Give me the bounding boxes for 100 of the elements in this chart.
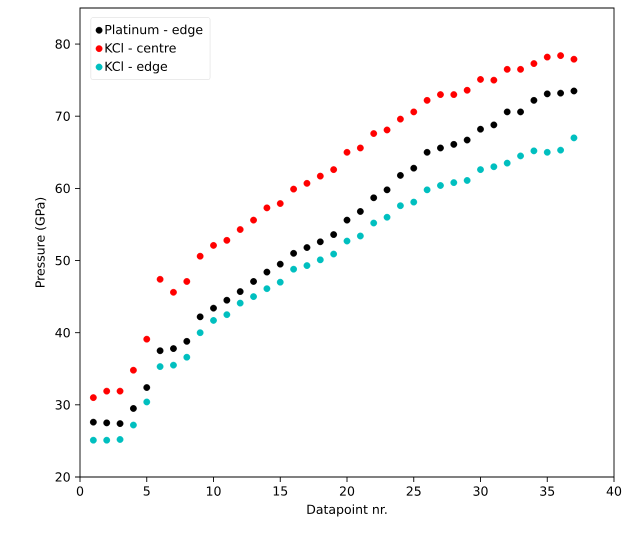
point	[344, 148, 350, 156]
point	[196, 252, 204, 260]
x-tick-label: 20	[340, 486, 354, 496]
point	[264, 268, 270, 276]
y-tick-label: 40	[55, 328, 70, 338]
point	[156, 347, 164, 354]
point	[170, 362, 177, 369]
point	[143, 336, 150, 343]
point	[210, 304, 217, 312]
point	[464, 86, 471, 94]
point	[90, 418, 97, 426]
point	[450, 179, 458, 186]
point	[570, 56, 578, 63]
point	[477, 166, 484, 174]
point	[450, 91, 458, 98]
point	[183, 338, 190, 345]
point	[316, 172, 324, 180]
point	[384, 214, 390, 221]
point	[464, 177, 471, 184]
point	[464, 136, 471, 144]
y-tick-label: 20	[56, 472, 70, 482]
point	[250, 216, 257, 224]
point	[517, 66, 524, 73]
point	[276, 260, 284, 268]
point	[183, 278, 190, 285]
point	[196, 313, 204, 320]
x-tick-label: 25	[406, 486, 421, 496]
point	[490, 76, 498, 84]
legend-label: KCl - edge	[106, 61, 168, 74]
point	[264, 204, 270, 212]
x-tick-label: 15	[274, 486, 288, 496]
point	[490, 121, 498, 128]
point	[116, 388, 124, 395]
point	[450, 140, 458, 148]
point	[356, 144, 364, 152]
point	[90, 436, 97, 444]
point	[103, 419, 110, 426]
point	[156, 363, 164, 370]
x-tick-label: 10	[206, 486, 221, 496]
point	[250, 293, 257, 300]
legend-label: KCl - centre	[106, 42, 176, 53]
point	[397, 172, 404, 179]
point	[410, 108, 418, 116]
point	[517, 108, 524, 116]
point	[264, 285, 270, 292]
point	[530, 60, 538, 67]
point	[557, 52, 564, 60]
legend-label: Platinum - edge	[106, 24, 202, 37]
point	[424, 186, 431, 194]
point	[103, 388, 110, 395]
y-tick-label: 50	[56, 256, 70, 266]
point	[437, 144, 444, 152]
x-tick-label: 35	[540, 486, 554, 496]
point	[544, 90, 551, 98]
point	[236, 300, 244, 307]
y-tick-label: 60	[56, 184, 70, 194]
point	[276, 200, 284, 207]
point	[116, 436, 124, 443]
x-tick-label: 5	[144, 486, 150, 496]
point	[304, 180, 310, 187]
point	[424, 96, 431, 104]
point	[504, 66, 511, 73]
point	[356, 232, 364, 240]
point	[410, 164, 418, 172]
point	[170, 345, 177, 352]
point	[183, 354, 190, 361]
point	[304, 244, 310, 251]
point	[356, 208, 364, 215]
point	[290, 186, 298, 193]
point	[344, 216, 350, 224]
point	[544, 54, 551, 60]
point	[344, 238, 350, 244]
y-tick-label: 80	[56, 39, 70, 49]
point	[477, 126, 484, 133]
point	[397, 116, 404, 123]
point	[156, 276, 164, 283]
point	[143, 398, 150, 406]
point	[530, 96, 538, 104]
point	[276, 278, 284, 286]
point	[370, 130, 378, 137]
point	[236, 288, 244, 295]
point	[504, 160, 511, 167]
point	[170, 288, 177, 296]
point	[530, 147, 538, 154]
point	[477, 76, 484, 83]
point	[143, 384, 150, 391]
point	[236, 226, 244, 233]
point	[437, 91, 444, 98]
point	[210, 317, 217, 324]
x-tick-label: 30	[474, 486, 488, 496]
point	[397, 202, 404, 210]
point	[504, 108, 511, 116]
y-tick-label: 70	[56, 112, 70, 121]
point	[330, 166, 338, 174]
point	[517, 152, 524, 160]
point	[424, 148, 431, 156]
y-tick-label: 30	[56, 400, 70, 410]
point	[250, 278, 257, 285]
point	[223, 236, 230, 244]
point	[304, 262, 310, 269]
